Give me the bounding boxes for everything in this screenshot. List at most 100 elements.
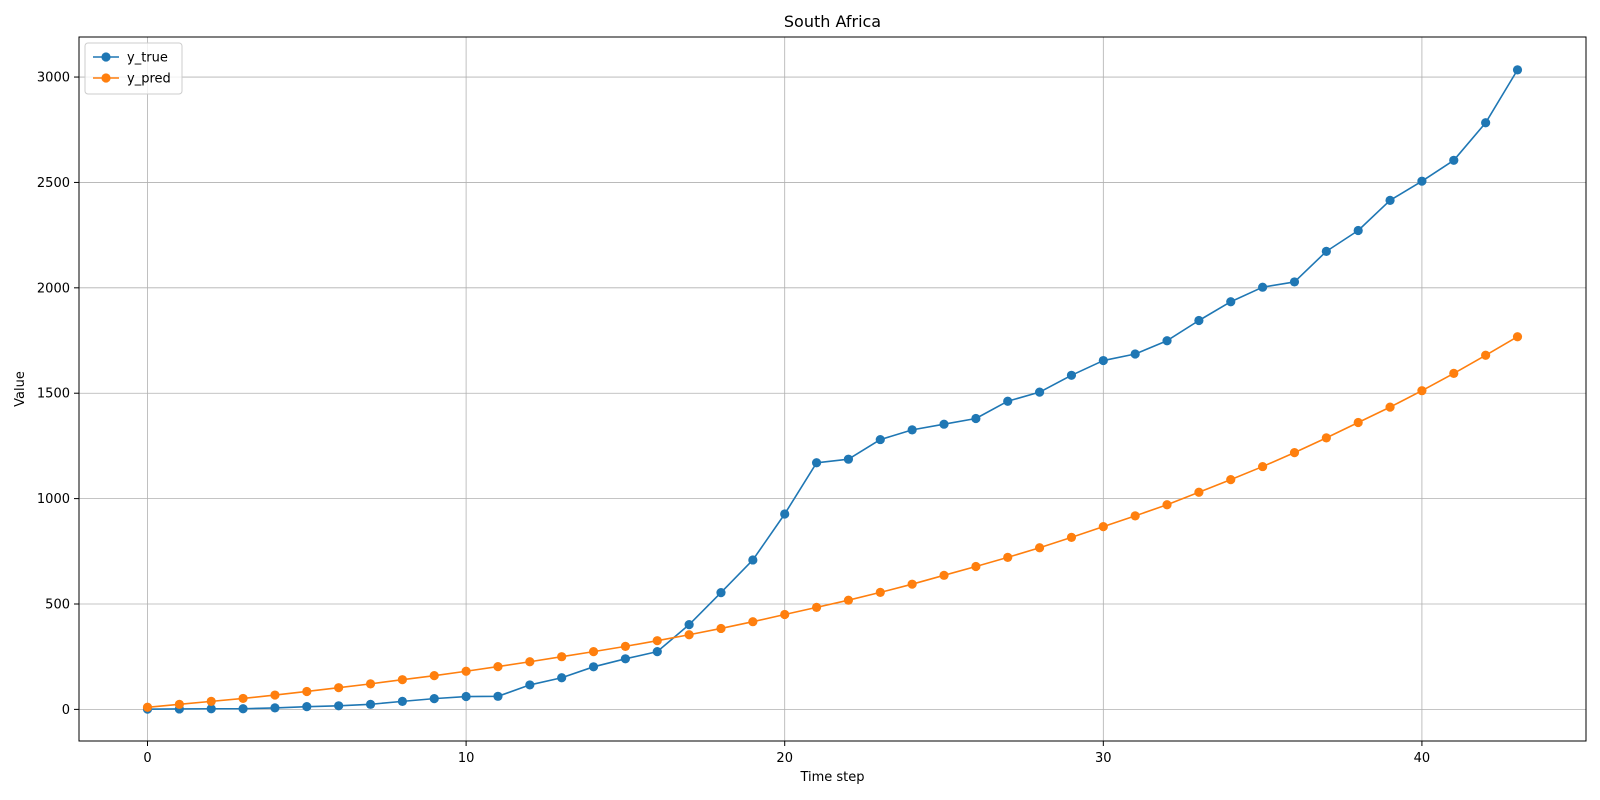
data-point-y_pred (1130, 511, 1140, 521)
data-point-y_pred (1258, 461, 1268, 472)
x-tick-label: 20 (776, 751, 793, 766)
data-point-y_pred (1481, 350, 1491, 360)
data-point-y_pred (334, 683, 344, 693)
data-point-y_true (1289, 277, 1300, 287)
series-line-y_pred (147, 336, 1518, 709)
x-axis: 0 10 20 30 40 (143, 741, 1430, 766)
series-line-y_true (147, 69, 1519, 710)
data-point-y_true (907, 425, 917, 435)
data-point-y_true (811, 458, 822, 468)
x-tick-label: 30 (1095, 751, 1112, 766)
legend-item-y_pred: y_pred (93, 72, 171, 87)
series-layer (142, 65, 1523, 714)
data-point-y_true (238, 704, 248, 714)
data-point-y_pred (1417, 386, 1427, 396)
data-point-y_true (270, 703, 280, 713)
data-point-y_pred (971, 561, 981, 572)
legend-label: y_pred (127, 72, 171, 87)
plot-frame (78, 36, 1587, 742)
data-point-y_true (1481, 118, 1491, 128)
data-point-y_pred (270, 690, 280, 700)
data-point-y_pred (1449, 368, 1459, 379)
data-point-y_true (875, 434, 885, 445)
data-point-y_pred (1162, 500, 1172, 510)
data-point-y_pred (1512, 332, 1523, 342)
data-point-y_pred (939, 570, 949, 580)
x-tick-label: 10 (458, 751, 475, 766)
data-point-y_pred (1226, 475, 1236, 485)
y-tick-label: 0 (62, 703, 70, 718)
data-point-y_pred (748, 617, 758, 627)
data-point-y_true (1162, 336, 1172, 346)
data-point-y_true (1130, 349, 1140, 359)
data-point-y_pred (1385, 402, 1395, 412)
data-point-y_pred (620, 641, 631, 651)
data-point-y_pred (302, 686, 312, 697)
data-point-y_true (748, 555, 758, 565)
data-point-y_true (525, 680, 535, 690)
y-tick-label: 1500 (37, 387, 70, 402)
x-tick-label: 40 (1414, 751, 1431, 766)
data-point-y_true (334, 701, 344, 711)
data-point-y_true (493, 691, 503, 701)
data-point-y_pred (716, 623, 726, 634)
data-point-y_pred (1098, 522, 1108, 532)
data-point-y_true (939, 419, 949, 429)
chart-title: South Africa (784, 12, 881, 31)
data-point-y_true (1512, 65, 1523, 75)
y-tick-label: 2500 (37, 176, 70, 191)
data-point-y_true (1258, 282, 1268, 292)
data-point-y_pred (780, 609, 790, 620)
data-point-y_pred (843, 595, 854, 605)
legend-item-y_true: y_true (93, 51, 168, 66)
data-point-y_pred (1003, 552, 1013, 563)
data-point-y_pred (142, 702, 153, 712)
data-point-y_true (843, 454, 854, 464)
data-point-y_pred (1353, 417, 1363, 428)
data-point-y_true (620, 654, 631, 664)
data-point-y_pred (1066, 532, 1077, 542)
data-point-y_pred (557, 652, 567, 662)
y-tick-label: 500 (45, 597, 70, 612)
data-point-y_pred (429, 671, 439, 681)
data-point-y_true (302, 702, 312, 712)
y-axis: 0 500 1000 1500 2000 2500 3000 (37, 71, 79, 718)
data-point-y_true (1417, 176, 1427, 186)
data-point-y_pred (1289, 448, 1300, 458)
data-point-y_pred (684, 630, 694, 640)
data-point-y_true (716, 588, 726, 598)
data-point-y_pred (206, 696, 216, 706)
legend: y_true y_pred (84, 42, 183, 95)
data-point-y_pred (811, 602, 822, 612)
data-point-y_true (1003, 396, 1013, 406)
legend-label: y_true (127, 51, 168, 66)
data-point-y_pred (907, 579, 917, 589)
data-point-y_pred (461, 666, 471, 676)
y-tick-label: 2000 (37, 281, 70, 296)
series-y_pred (142, 332, 1523, 712)
data-point-y_true (1194, 315, 1204, 326)
y-tick-label: 1000 (37, 492, 70, 507)
data-point-y_true (1321, 246, 1331, 256)
data-point-y_true (588, 662, 599, 672)
data-point-y_true (1226, 297, 1236, 307)
data-point-y_true (1385, 195, 1395, 205)
data-point-y_pred (652, 636, 662, 646)
data-point-y_true (1034, 387, 1045, 397)
data-point-y_true (780, 509, 790, 519)
y-tick-label: 3000 (37, 71, 70, 86)
grid-lines (79, 37, 1586, 741)
x-axis-title: Time step (799, 770, 864, 785)
x-tick-label: 0 (143, 751, 151, 766)
data-point-y_pred (493, 661, 503, 672)
data-point-y_pred (875, 587, 885, 598)
data-point-y_true (365, 699, 376, 709)
data-point-y_true (397, 696, 407, 706)
data-point-y_pred (1194, 487, 1204, 497)
data-point-y_true (557, 673, 567, 683)
legend-swatch-marker (101, 52, 111, 62)
data-point-y_true (1066, 370, 1077, 380)
data-point-y_true (971, 413, 981, 424)
data-point-y_true (1449, 155, 1459, 165)
data-point-y_true (652, 647, 662, 657)
